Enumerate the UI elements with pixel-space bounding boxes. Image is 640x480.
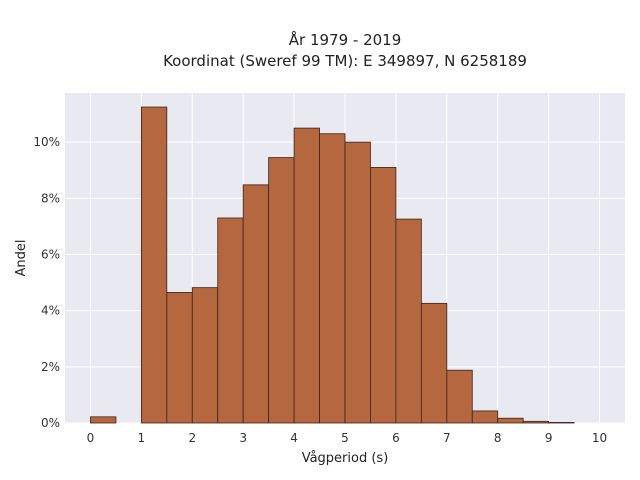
- y-tick-label: 0%: [41, 416, 60, 430]
- histogram-bar: [319, 133, 346, 424]
- y-axis-ticks: 0% 2% 4% 6% 8% 10%: [33, 135, 60, 430]
- histogram-bar: [268, 157, 295, 424]
- histogram-bar: [191, 287, 219, 424]
- y-tick-label: 10%: [33, 135, 60, 149]
- x-tick-label: 2: [188, 431, 196, 445]
- x-tick-label: 6: [392, 431, 400, 445]
- histogram-bar: [166, 292, 193, 424]
- histogram-bar: [446, 369, 473, 424]
- chart-title: År 1979 - 2019: [289, 30, 402, 49]
- y-tick-label: 4%: [41, 304, 60, 318]
- x-tick-label: 8: [494, 431, 502, 445]
- histogram-bar: [217, 217, 244, 424]
- y-tick-label: 8%: [41, 191, 60, 205]
- histogram-bar: [293, 127, 320, 424]
- histogram-bar: [90, 416, 117, 424]
- y-tick-label: 2%: [41, 360, 60, 374]
- bars-group: [90, 106, 575, 424]
- histogram-bar: [242, 184, 270, 424]
- x-tick-label: 3: [239, 431, 247, 445]
- histogram-bar: [548, 422, 575, 424]
- chart-subtitle: Koordinat (Sweref 99 TM): E 349897, N 62…: [163, 52, 527, 70]
- histogram-bar: [522, 420, 550, 424]
- x-axis-ticks: 0 1 2 3 4 5 6 7 8 9 10: [87, 431, 608, 445]
- histogram-bar: [395, 218, 422, 424]
- histogram-bar: [497, 417, 524, 424]
- histogram-bar: [420, 302, 448, 424]
- histogram-bar: [370, 167, 397, 424]
- x-tick-label: 4: [290, 431, 298, 445]
- x-tick-label: 9: [545, 431, 553, 445]
- y-axis-label: Andel: [14, 240, 29, 277]
- x-tick-label: 10: [592, 431, 607, 445]
- y-tick-label: 6%: [41, 247, 60, 261]
- histogram-bar: [471, 410, 499, 424]
- x-tick-label: 5: [341, 431, 349, 445]
- x-axis-label: Vågperiod (s): [302, 451, 389, 466]
- histogram-bar: [140, 106, 168, 424]
- x-tick-label: 7: [443, 431, 451, 445]
- x-tick-label: 0: [87, 431, 95, 445]
- histogram-bar: [344, 141, 371, 424]
- x-tick-label: 1: [138, 431, 146, 445]
